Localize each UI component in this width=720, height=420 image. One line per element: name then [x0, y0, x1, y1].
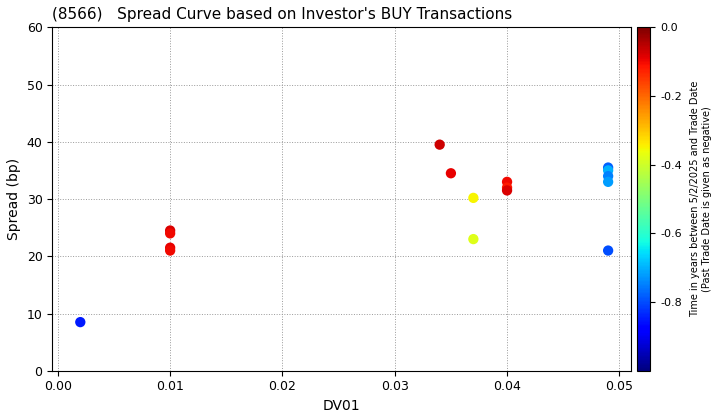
Point	[164, 227, 176, 234]
Point	[501, 187, 513, 194]
Point	[603, 167, 614, 174]
Point	[164, 230, 176, 237]
Point	[75, 319, 86, 326]
Point	[467, 194, 479, 201]
Point	[434, 141, 446, 148]
Point	[467, 236, 479, 242]
X-axis label: DV01: DV01	[323, 399, 360, 413]
Point	[164, 247, 176, 254]
Text: (8566)   Spread Curve based on Investor's BUY Transactions: (8566) Spread Curve based on Investor's …	[53, 7, 513, 22]
Point	[603, 164, 614, 171]
Point	[603, 247, 614, 254]
Point	[603, 178, 614, 185]
Y-axis label: Spread (bp): Spread (bp)	[7, 158, 21, 240]
Point	[164, 244, 176, 251]
Y-axis label: Time in years between 5/2/2025 and Trade Date
(Past Trade Date is given as negat: Time in years between 5/2/2025 and Trade…	[690, 81, 712, 317]
Point	[501, 184, 513, 191]
Point	[603, 173, 614, 179]
Point	[445, 170, 456, 177]
Point	[501, 178, 513, 185]
